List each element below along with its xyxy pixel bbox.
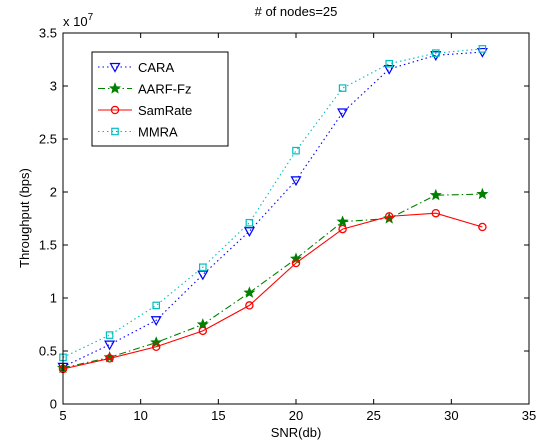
data-point-cara [104, 340, 116, 351]
data-point-mmra [478, 45, 487, 53]
x-tick-label: 15 [211, 408, 225, 423]
data-point-samrate [291, 258, 301, 268]
y-tick-label: 3.5 [39, 26, 57, 41]
y-tick-label: 0 [50, 397, 57, 412]
data-point-mmra [152, 301, 161, 310]
plot-frame [62, 32, 530, 405]
data-point-aarf-fz [476, 187, 489, 200]
data-point-aarf-fz [150, 336, 163, 348]
data-point-mmra [338, 84, 347, 92]
legend-marker-mmra [111, 127, 119, 136]
series-line-samrate [62, 212, 483, 370]
data-point-mmra [105, 331, 114, 339]
data-point-aarf-fz [429, 188, 442, 201]
series-samrate [58, 208, 487, 374]
axis-ticks: 5 10 15 20 25 30 35 0 0.5 1 1.5 2 2.5 3 3.5 [39, 26, 536, 424]
data-point-aarf-fz [243, 286, 256, 298]
data-point-aarf-fz [289, 252, 303, 264]
x-tick-label: 20 [289, 408, 303, 423]
legend-marker-aarf-fz [108, 82, 122, 94]
x-tick-label: 5 [59, 408, 66, 423]
y-tick-label: 3 [50, 79, 57, 94]
data-point-samrate [105, 354, 114, 363]
data-point-cara [197, 270, 209, 281]
legend-label-aarf-fz: AARF-Fz [138, 82, 191, 97]
data-point-cara [337, 108, 349, 119]
data-point-samrate [151, 342, 161, 352]
series-line-cara [62, 51, 483, 368]
data-point-samrate [431, 208, 441, 218]
series-layer [56, 45, 489, 374]
data-point-mmra [245, 218, 254, 227]
x-tick-label: 30 [444, 408, 458, 423]
data-point-cara [150, 316, 162, 326]
data-point-samrate [338, 224, 347, 234]
data-point-cara [383, 64, 395, 75]
data-point-cara [290, 176, 302, 187]
legend-marker-samrate [110, 105, 120, 115]
y-tick-label: 2 [50, 185, 57, 200]
y-multiplier-base: x 10 [63, 14, 88, 29]
legend-label-mmra: MMRA [138, 125, 178, 140]
y-tick-label: 2.5 [39, 132, 57, 147]
x-tick-label: 25 [366, 408, 380, 423]
data-point-samrate [384, 212, 394, 221]
y-tick-label: 0.5 [39, 344, 57, 359]
data-point-mmra [385, 59, 394, 68]
data-point-aarf-fz [103, 351, 116, 363]
y-multiplier: x 107 [63, 12, 94, 29]
y-tick-label: 1 [50, 291, 57, 306]
series-line-aarf-fz [62, 193, 483, 369]
y-multiplier-exponent: 7 [88, 12, 94, 23]
legend-marker-cara [109, 62, 121, 73]
data-point-aarf-fz [336, 215, 349, 227]
legend-label-cara: CARA [138, 60, 174, 75]
data-point-samrate [198, 326, 208, 336]
legend-box [91, 51, 229, 147]
chart-title: # of nodes=25 [255, 4, 338, 19]
x-tick-label: 10 [133, 408, 147, 423]
x-tick-label: 35 [522, 408, 536, 423]
data-point-samrate [245, 301, 254, 310]
data-point-mmra [432, 49, 440, 57]
data-point-cara [243, 227, 255, 237]
series-mmra [59, 45, 487, 362]
x-axis-label: SNR(db) [271, 425, 322, 440]
legend-label-samrate: SamRate [138, 103, 192, 118]
data-point-samrate [478, 222, 487, 232]
y-tick-label: 1.5 [39, 238, 57, 253]
data-point-mmra [292, 146, 300, 155]
y-axis-label: Throughput (bps) [17, 168, 32, 268]
data-point-mmra [199, 263, 207, 272]
legend: CARA AARF-Fz SamRate MMRA [91, 51, 229, 147]
